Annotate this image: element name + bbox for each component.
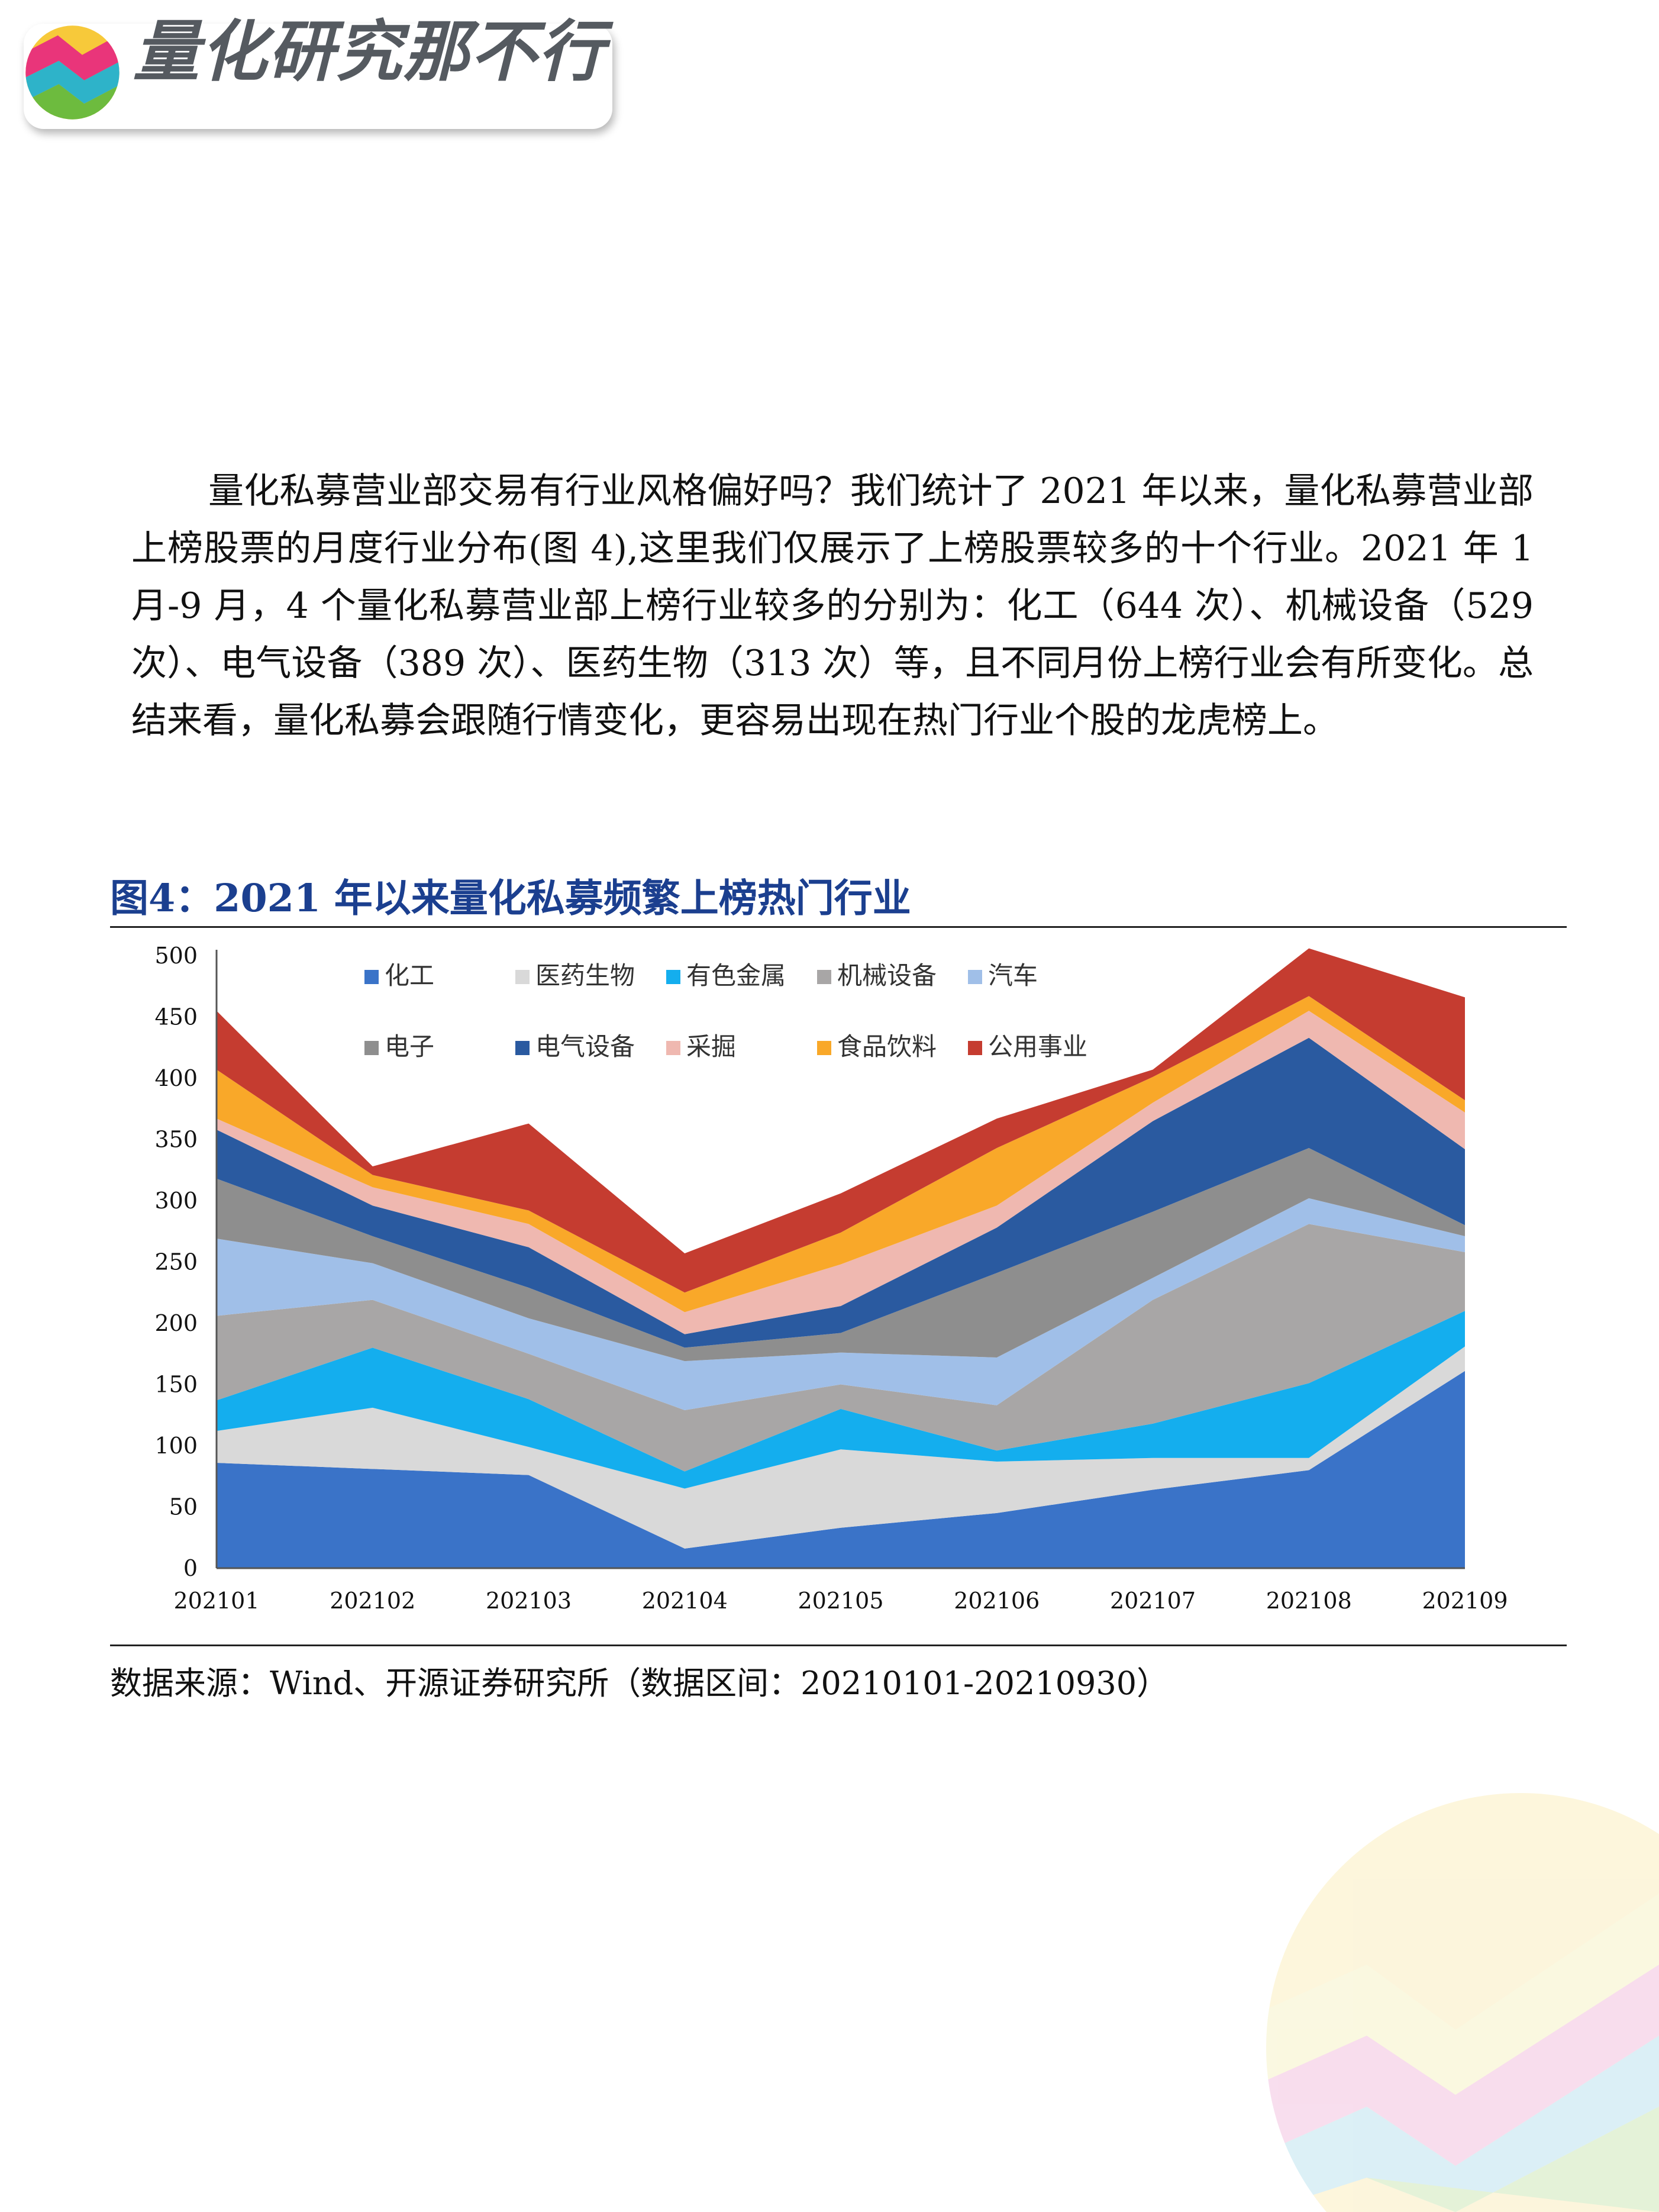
- legend-label: 医药生物: [535, 961, 635, 990]
- area-series-4: [217, 1198, 1465, 1410]
- area-series-3: [217, 1224, 1465, 1472]
- area-series-6: [217, 1037, 1465, 1348]
- data-source-note: 数据来源：Wind、开源证券研究所（数据区间：20210101-20210930…: [110, 1665, 1169, 1702]
- x-tick-label: 202108: [1266, 1588, 1352, 1614]
- legend-label: 有色金属: [686, 961, 786, 990]
- y-tick-label: 100: [154, 1433, 198, 1459]
- legend-swatch: [817, 1041, 831, 1055]
- x-tick-label: 202107: [1110, 1588, 1196, 1614]
- y-tick-label: 150: [154, 1372, 198, 1398]
- y-tick-label: 50: [169, 1494, 198, 1520]
- area-series-5: [217, 1147, 1465, 1362]
- intro-paragraph: 量化私募营业部交易有行业风格偏好吗？我们统计了 2021 年以来，量化私募营业部…: [131, 470, 1534, 741]
- legend-swatch: [364, 1041, 379, 1055]
- y-tick-label: 200: [154, 1310, 198, 1336]
- header-badge: [24, 24, 612, 129]
- chart-container: 0 50 100 150 200 250 300 350 400 450 500 202101 2021…: [110, 932, 1567, 1642]
- figure-title: 图4：2021 年以来量化私募频繁上榜热门行业: [110, 876, 911, 921]
- legend-label: 公用事业: [988, 1032, 1087, 1061]
- x-tick-label: 202102: [330, 1588, 415, 1614]
- decorative-corner-graphic: [1266, 1793, 1659, 2212]
- stacked-area-chart: 0 50 100 150 200 250 300 350 400 450 500 202101 2021…: [154, 943, 1508, 1614]
- area-series-9: [217, 948, 1465, 1293]
- legend-swatch: [515, 970, 530, 984]
- legend-label: 化工: [385, 961, 434, 990]
- y-tick-label: 450: [154, 1004, 198, 1030]
- legend-swatch: [817, 970, 831, 984]
- y-tick-label: 250: [154, 1249, 198, 1275]
- legend-label: 机械设备: [837, 961, 937, 990]
- legend-swatch: [968, 970, 982, 984]
- y-tick-label: 500: [154, 943, 198, 969]
- legend-label: 汽车: [988, 961, 1038, 990]
- legend-swatch: [666, 1041, 680, 1055]
- colorful-zigzag-circle-logo: [25, 25, 120, 120]
- area-series-8: [217, 996, 1465, 1313]
- area-series-0: [217, 1371, 1465, 1568]
- area-series-2: [217, 1311, 1465, 1489]
- y-tick-label: 0: [183, 1555, 198, 1581]
- area-series-1: [217, 1346, 1465, 1549]
- legend-swatch: [666, 970, 680, 984]
- legend-label: 采掘: [686, 1032, 736, 1061]
- legend-label: 食品饮料: [837, 1032, 937, 1061]
- x-tick-label: 202106: [954, 1588, 1040, 1614]
- x-tick-label: 202101: [173, 1588, 259, 1614]
- y-tick-label: 350: [154, 1127, 198, 1153]
- legend-swatch: [968, 1041, 982, 1055]
- x-tick-label: 202109: [1422, 1588, 1508, 1614]
- legend-label: 电气设备: [535, 1032, 635, 1061]
- x-tick-label: 202104: [642, 1588, 728, 1614]
- body-text: 量化私募营业部交易有行业风格偏好吗？我们统计了 2021 年以来，量化私募营业部…: [131, 463, 1534, 750]
- area-series-7: [217, 1011, 1465, 1334]
- legend-label: 电子: [385, 1032, 434, 1061]
- y-tick-label: 300: [154, 1188, 198, 1214]
- legend-swatch: [515, 1041, 530, 1055]
- x-tick-label: 202105: [798, 1588, 883, 1614]
- x-tick-label: 202103: [486, 1588, 572, 1614]
- y-tick-label: 400: [154, 1065, 198, 1091]
- legend-swatch: [364, 970, 379, 984]
- brand-name: 量化研究那不行: [133, 14, 605, 91]
- figure-top-rule: [110, 926, 1567, 928]
- figure-bottom-rule: [110, 1645, 1567, 1646]
